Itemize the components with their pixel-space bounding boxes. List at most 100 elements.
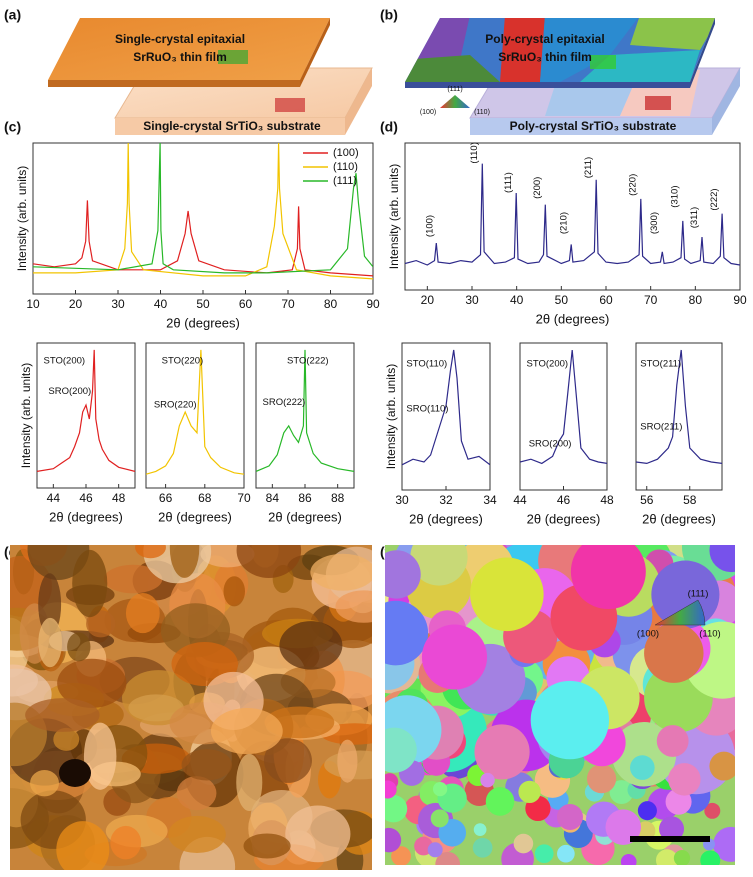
x-tick-label: 50: [555, 293, 569, 307]
x-tick-label: 88: [331, 491, 345, 505]
annotation: SRO(200): [529, 438, 572, 449]
grain: [236, 545, 302, 578]
series-line: [636, 349, 722, 465]
grain: [135, 545, 166, 559]
x-tick-label: 70: [644, 293, 658, 307]
grain: [709, 545, 735, 573]
y-axis-label: Intensity (arb. units): [384, 364, 398, 469]
x-tick-label: 70: [237, 491, 251, 505]
grain: [644, 623, 704, 683]
substrate-text: Single-crystal SrTiO₃ substrate: [143, 119, 321, 133]
film-front: [405, 82, 690, 88]
key-label: (111): [447, 86, 462, 93]
grain: [655, 849, 679, 865]
film-front: [48, 80, 300, 87]
x-tick-label: 56: [640, 493, 654, 507]
x-tick-label: 32: [439, 493, 453, 507]
ebsd-key: [654, 599, 706, 626]
series-line: [256, 349, 354, 472]
x-tick-label: 46: [79, 491, 93, 505]
x-tick-label: 90: [366, 297, 380, 311]
x-tick-label: 58: [683, 493, 697, 507]
x-tick-label: 48: [600, 493, 614, 507]
annotation: SRO(200): [48, 386, 91, 397]
x-tick-label: 90: [733, 293, 747, 307]
x-tick-label: 66: [159, 491, 173, 505]
y-axis-label: Intensity (arb. units): [387, 164, 401, 269]
annotation: STO(220): [162, 355, 204, 366]
grain: [700, 850, 721, 865]
grain: [472, 837, 493, 858]
grain: [480, 772, 495, 788]
grain: [385, 727, 417, 773]
x-tick-label: 84: [266, 491, 280, 505]
key-label: (110): [474, 109, 490, 116]
annotation: STO(200): [44, 355, 86, 366]
grain: [335, 590, 372, 623]
grain: [285, 805, 351, 863]
grain: [30, 769, 59, 797]
grain: [57, 658, 127, 708]
grain: [263, 738, 312, 783]
x-axis-label: 2θ (degrees): [409, 511, 483, 526]
x-tick-label: 60: [599, 293, 613, 307]
series-line: [33, 143, 373, 274]
x-tick-label: 70: [281, 297, 295, 311]
annotation: (310): [670, 185, 681, 207]
grain: [513, 833, 534, 854]
y-axis-label: Intensity (arb. units): [15, 166, 29, 271]
grain: [223, 576, 245, 607]
x-tick-label: 80: [689, 293, 703, 307]
x-axis-label: 2θ (degrees): [268, 509, 342, 524]
plot-frame: [145, 342, 245, 489]
x-axis-label: 2θ (degrees): [642, 511, 716, 526]
substrate-front: [470, 118, 712, 135]
grain: [430, 809, 449, 828]
grain: [168, 815, 226, 854]
x-tick-label: 20: [421, 293, 435, 307]
scale-bar: [630, 836, 710, 842]
annotation: (110): [469, 142, 480, 163]
grain: [385, 795, 408, 823]
x-axis-label: 2θ (degrees): [536, 311, 610, 326]
grain: [530, 680, 610, 760]
annotation: STO(222): [287, 355, 329, 366]
x-tick-label: 48: [112, 491, 126, 505]
x-axis-label: 2θ (degrees): [527, 511, 601, 526]
x-tick-label: 30: [111, 297, 125, 311]
grain: [470, 557, 544, 632]
series-line: [402, 349, 490, 466]
grain: [656, 725, 689, 757]
annotation: STO(110): [406, 359, 447, 370]
grain: [210, 707, 283, 755]
substrate-text: Poly-crystal SrTiO₃ substrate: [510, 119, 677, 133]
annotation: STO(200): [527, 359, 569, 370]
annotation: STO(211): [640, 359, 681, 370]
grain: [435, 851, 461, 865]
grain: [53, 727, 80, 751]
film-text: Poly-crystal epitaxial: [485, 32, 604, 46]
x-tick-label: 30: [465, 293, 479, 307]
grain: [176, 776, 217, 811]
lattice-icon: [645, 96, 671, 110]
grain: [630, 755, 655, 780]
legend-label: (110): [333, 161, 358, 173]
panel-label: (c): [4, 119, 21, 135]
grain: [673, 850, 691, 865]
panel-label: (b): [380, 7, 398, 23]
grain: [38, 617, 63, 668]
x-tick-label: 34: [483, 493, 497, 507]
series-line: [520, 349, 607, 465]
x-axis-label: 2θ (degrees): [158, 509, 232, 524]
x-tick-label: 60: [239, 297, 253, 311]
film-text: Single-crystal epitaxial: [115, 32, 245, 46]
annotation: SRO(222): [263, 397, 306, 408]
annotation: (211): [583, 157, 594, 178]
film-top: [48, 18, 330, 80]
film-text: SrRuO₃ thin film: [498, 50, 592, 64]
x-tick-label: 44: [47, 491, 61, 505]
grain: [659, 816, 685, 842]
x-tick-label: 68: [198, 491, 212, 505]
x-tick-label: 44: [513, 493, 527, 507]
grain: [709, 751, 735, 781]
